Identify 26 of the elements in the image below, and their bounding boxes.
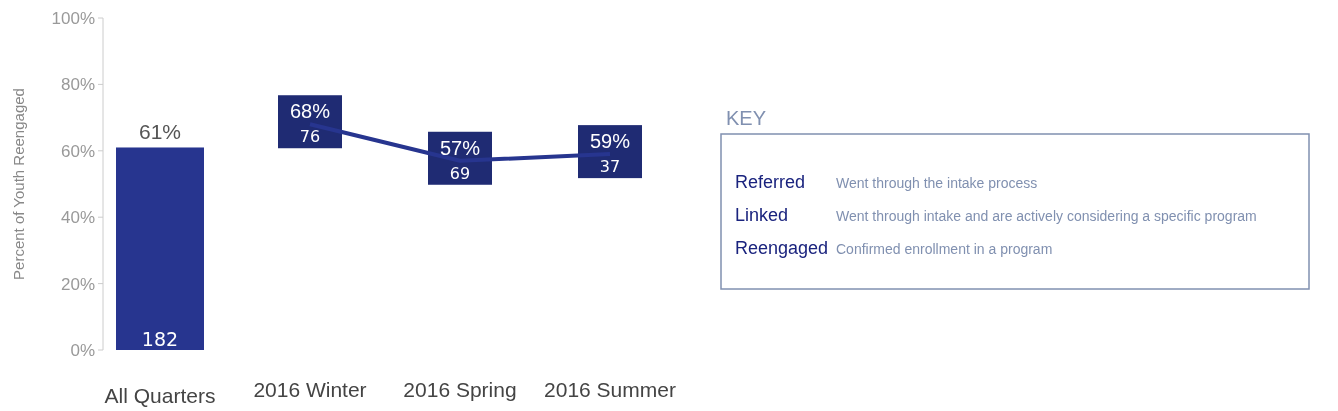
text: Went through the intake process (836, 175, 1038, 191)
x-tick-label: 2016 Winter (253, 378, 367, 401)
text: Went through intake and are actively considering a specific program (836, 208, 1257, 224)
data-label: 59% (589, 130, 631, 153)
text: Confirmed enrollment in a program (836, 241, 1053, 257)
annotation: 182 (141, 328, 179, 350)
y-tick-label: 80% (60, 75, 95, 95)
text: KEY (726, 107, 767, 129)
data-label: 57% (439, 136, 481, 159)
y-tick-label: 20% (60, 274, 95, 294)
x-tick-label: All Quarters (104, 384, 216, 407)
y-tick-label: 100% (51, 9, 95, 28)
y-tick-label: 0% (70, 341, 95, 360)
annotation: 76 (299, 127, 321, 147)
data-label: 68% (289, 100, 331, 123)
annotation: 37 (599, 157, 621, 177)
data-label: 61% (138, 120, 182, 144)
x-tick-label: 2016 Spring (403, 378, 517, 401)
y-tick-label: 40% (60, 208, 95, 228)
annotation: 69 (449, 163, 471, 183)
x-tick-label: 2016 Summer (544, 378, 676, 401)
text: Reengaged (735, 238, 829, 258)
y-axis-title: Percent of Youth Reengaged (10, 88, 27, 280)
text: Linked (735, 205, 789, 225)
y-tick-label: 60% (60, 141, 95, 161)
text: Referred (735, 172, 806, 192)
